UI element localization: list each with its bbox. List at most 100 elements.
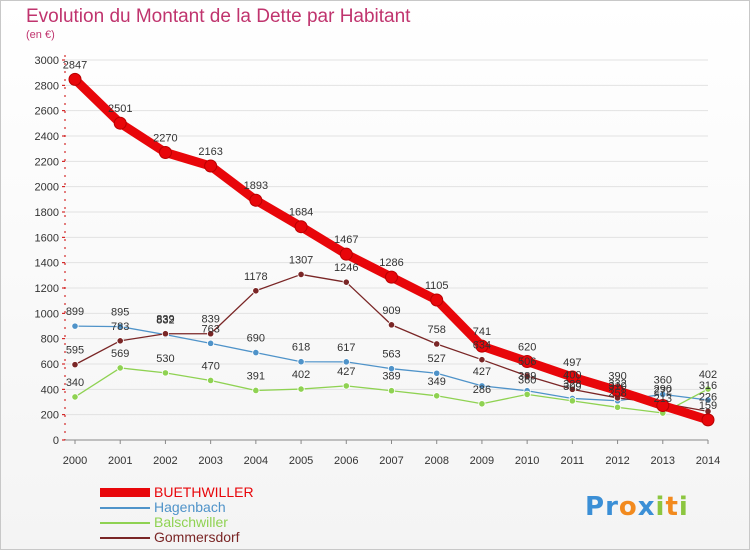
- data-point: [116, 323, 124, 331]
- data-point: [478, 400, 486, 408]
- data-point: [207, 339, 215, 347]
- data-label: 1246: [334, 262, 358, 274]
- data-label: 328: [563, 378, 581, 390]
- data-point: [207, 376, 215, 385]
- logo-letter: o: [618, 492, 638, 522]
- y-tick-label: 1200: [35, 283, 59, 295]
- legend-swatch: [100, 488, 150, 497]
- data-point: [430, 293, 444, 307]
- data-point: [116, 337, 124, 345]
- data-label: 272: [654, 386, 672, 398]
- data-point: [161, 369, 170, 377]
- data-label: 1467: [334, 234, 358, 246]
- data-label: 310: [608, 381, 626, 393]
- data-point: [478, 356, 486, 364]
- data-point: [297, 358, 305, 366]
- y-tick-label: 2600: [35, 106, 59, 118]
- data-point: [520, 354, 534, 368]
- data-label: 909: [382, 305, 400, 317]
- x-tick-label: 2012: [605, 455, 629, 467]
- data-point: [204, 159, 218, 173]
- data-label: 1178: [244, 271, 268, 283]
- data-point: [68, 72, 82, 86]
- data-point: [387, 365, 396, 373]
- data-point: [297, 270, 305, 279]
- y-tick-label: 1000: [35, 308, 59, 320]
- x-tick-label: 2013: [651, 455, 675, 467]
- data-point: [71, 361, 79, 369]
- x-tick-label: 2009: [470, 455, 494, 467]
- data-label: 1286: [379, 257, 403, 269]
- data-point: [701, 413, 715, 427]
- y-tick-label: 2200: [35, 156, 59, 168]
- legend-label: BUETHWILLER: [154, 484, 254, 500]
- data-label: 427: [337, 366, 355, 378]
- data-label: 618: [292, 342, 310, 354]
- data-point: [116, 364, 124, 372]
- y-tick-label: 600: [41, 359, 59, 371]
- data-label: 563: [382, 349, 400, 361]
- data-point: [659, 390, 667, 398]
- data-point: [252, 386, 260, 395]
- logo-letter: P: [585, 492, 606, 522]
- data-label: 340: [66, 377, 84, 389]
- data-point: [342, 278, 350, 286]
- data-label: 1307: [289, 254, 313, 266]
- legend-label: Hagenbach: [154, 499, 226, 515]
- data-label: 2270: [153, 132, 177, 144]
- data-point: [387, 387, 396, 395]
- x-tick-label: 2000: [63, 455, 87, 467]
- proxiti-logo: Proxiti: [585, 492, 689, 522]
- data-point: [385, 270, 398, 284]
- x-tick-label: 2003: [198, 455, 222, 467]
- logo-letter: t: [665, 492, 679, 522]
- legend-swatch: [100, 522, 150, 524]
- data-label: 899: [66, 306, 84, 318]
- data-point: [342, 358, 350, 366]
- data-point: [656, 399, 670, 413]
- data-label: 391: [247, 370, 265, 382]
- x-tick-label: 2005: [289, 455, 313, 467]
- data-label: 595: [66, 345, 84, 357]
- data-label: 390: [608, 371, 626, 383]
- data-label: 389: [382, 371, 400, 383]
- data-label: 2501: [108, 103, 132, 115]
- x-tick-label: 2014: [696, 455, 720, 467]
- y-tick-label: 2400: [35, 131, 59, 143]
- data-label: 389: [518, 371, 536, 383]
- x-tick-label: 2006: [334, 455, 358, 467]
- data-point: [568, 385, 576, 393]
- x-tick-label: 2004: [244, 455, 268, 467]
- data-point: [113, 116, 127, 130]
- data-label: 309: [563, 381, 581, 393]
- data-label: 783: [111, 321, 129, 333]
- data-label: 159: [699, 400, 717, 412]
- data-label: 258: [608, 387, 626, 399]
- data-label: 360: [518, 374, 536, 386]
- data-point: [475, 339, 489, 353]
- data-label: 316: [699, 380, 717, 392]
- data-label: 349: [428, 376, 446, 388]
- data-label: 1893: [244, 180, 268, 192]
- data-label: 360: [654, 374, 672, 386]
- data-label: 506: [518, 356, 536, 368]
- data-point: [249, 193, 263, 207]
- data-point: [433, 392, 441, 400]
- data-label: 530: [156, 353, 174, 365]
- data-label: 1105: [425, 280, 449, 292]
- data-point: [252, 348, 260, 357]
- data-label: 690: [247, 333, 265, 345]
- data-label: 617: [337, 342, 355, 354]
- data-point: [71, 322, 79, 330]
- data-label: 1684: [289, 207, 313, 219]
- y-tick-label: 800: [41, 334, 59, 346]
- data-point: [704, 396, 712, 404]
- data-label: 402: [699, 369, 717, 381]
- legend-swatch: [100, 537, 150, 539]
- data-point: [611, 384, 625, 398]
- data-label: 839: [201, 314, 219, 326]
- data-point: [294, 220, 308, 234]
- data-label: 332: [608, 378, 626, 390]
